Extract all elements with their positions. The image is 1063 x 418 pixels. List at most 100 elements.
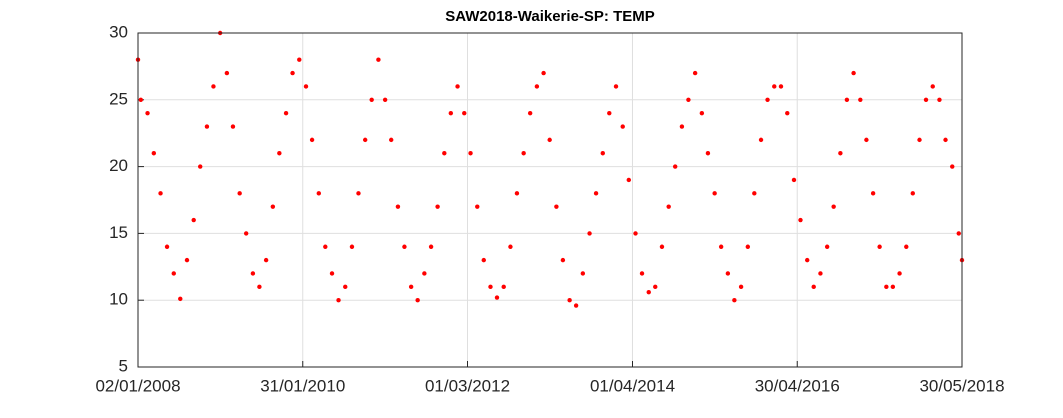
x-tick-label: 30/04/2016 (755, 376, 840, 395)
point (257, 284, 262, 290)
point (745, 244, 751, 249)
point (613, 84, 619, 89)
point (382, 97, 388, 103)
point (402, 244, 407, 249)
point (277, 151, 282, 156)
point (956, 231, 961, 236)
point (408, 284, 414, 290)
point (158, 191, 163, 196)
point (858, 97, 863, 103)
y-tick-label: 30 (109, 22, 128, 41)
x-tick-label: 30/05/2018 (919, 376, 1004, 395)
point (395, 204, 401, 209)
x-tick-label: 31/01/2010 (260, 376, 345, 395)
x-tick-label: 01/03/2012 (425, 376, 510, 395)
point (620, 124, 625, 129)
point (831, 204, 836, 209)
point (184, 257, 190, 263)
point (950, 164, 955, 169)
point (488, 284, 493, 290)
point (877, 244, 882, 249)
x-tick-label: 02/01/2008 (95, 376, 180, 395)
point (224, 70, 230, 76)
point (923, 97, 929, 103)
point (309, 137, 315, 143)
point (937, 97, 942, 103)
point (508, 244, 513, 249)
point (560, 257, 566, 263)
point (527, 110, 533, 116)
point (870, 191, 876, 196)
point (600, 151, 605, 156)
point (164, 244, 170, 249)
point (732, 298, 737, 303)
point (349, 244, 355, 249)
point (369, 97, 374, 103)
point (290, 70, 295, 76)
point (534, 84, 540, 89)
point (263, 257, 269, 263)
points (135, 30, 965, 308)
y-tick-label: 15 (109, 223, 128, 242)
y-tick-label: 5 (119, 356, 128, 375)
point (798, 217, 803, 223)
point (633, 231, 638, 236)
point (389, 137, 394, 143)
point (376, 57, 381, 62)
point (659, 244, 665, 249)
point (204, 124, 210, 129)
point (362, 137, 368, 143)
point (699, 110, 705, 116)
point (211, 84, 216, 89)
x-tick-label: 01/04/2014 (590, 376, 675, 395)
point (791, 177, 797, 183)
point (844, 97, 850, 103)
point (356, 191, 361, 196)
point (772, 84, 777, 89)
point (171, 271, 176, 276)
point (811, 284, 816, 290)
point (666, 204, 671, 209)
point (448, 110, 454, 116)
axes-box (137, 32, 963, 368)
point (567, 298, 572, 303)
point (475, 204, 480, 209)
point (943, 137, 948, 143)
point (541, 70, 546, 76)
point (818, 271, 823, 276)
point (646, 289, 651, 295)
point (237, 191, 242, 196)
point (481, 257, 486, 263)
point (758, 137, 764, 143)
point (297, 57, 302, 62)
point (243, 231, 249, 236)
point (626, 177, 632, 183)
point (851, 70, 856, 76)
point (494, 295, 500, 300)
y-tick-label: 20 (109, 156, 128, 175)
point (738, 284, 744, 290)
point (765, 97, 770, 103)
point (323, 244, 328, 249)
point (824, 244, 830, 249)
point (547, 137, 552, 143)
point (501, 284, 506, 290)
point (607, 110, 612, 116)
point (521, 151, 526, 156)
point (587, 231, 592, 236)
y-tick-label: 25 (109, 89, 128, 108)
point (435, 204, 440, 209)
point (178, 296, 183, 302)
point (580, 271, 586, 276)
point (462, 110, 467, 116)
point (422, 271, 427, 276)
point (303, 84, 309, 89)
point (343, 284, 348, 290)
point (151, 151, 157, 156)
point (838, 151, 843, 156)
point (250, 271, 256, 276)
point (864, 137, 869, 143)
point (514, 191, 520, 196)
point (455, 84, 460, 89)
